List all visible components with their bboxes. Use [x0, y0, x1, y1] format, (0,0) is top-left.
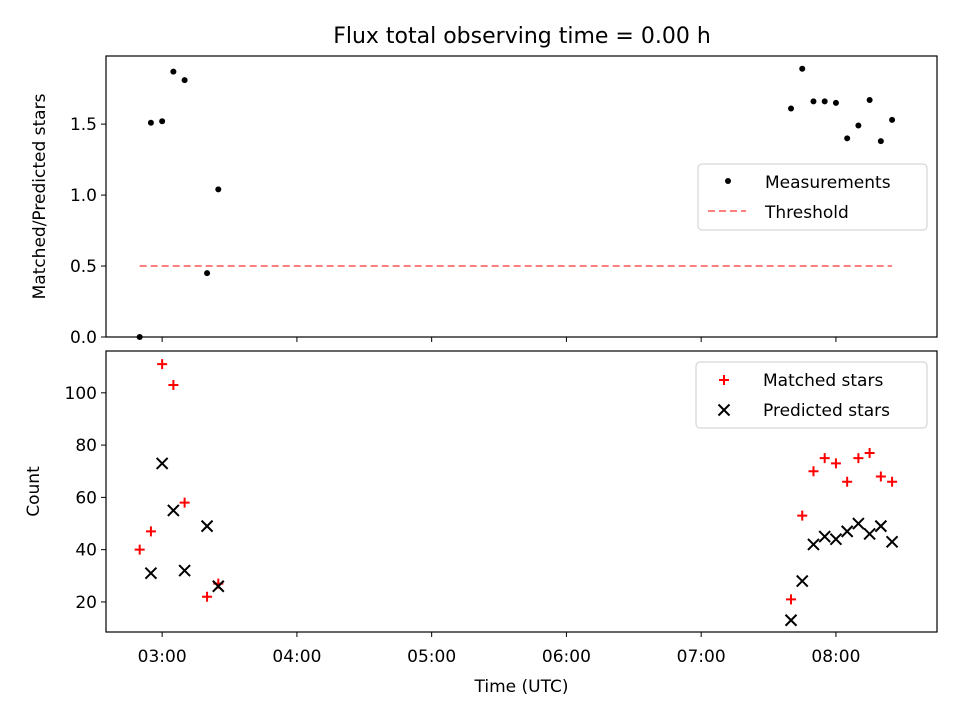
- legend-box: [695, 361, 928, 429]
- predicted-stars-point: [852, 517, 865, 530]
- matched-stars-point: [887, 476, 898, 487]
- matched-stars-point: [830, 458, 841, 469]
- x-axis-label: Time (UTC): [474, 677, 569, 697]
- measurement-point: [147, 119, 154, 126]
- measurement-point: [136, 334, 143, 340]
- matched-stars-point: [179, 497, 190, 508]
- measurement-point: [181, 77, 188, 84]
- matched-stars-point: [145, 526, 156, 537]
- legend-label: Matched stars: [763, 371, 883, 391]
- measurement-point: [799, 65, 806, 72]
- predicted-stars-point: [212, 580, 225, 593]
- matched-stars-point: [819, 453, 830, 464]
- measurement-point: [810, 98, 817, 105]
- measurement-point: [855, 122, 862, 129]
- plot-content: Measurements Threshold Matched stars Predic…: [134, 65, 928, 627]
- matched-stars-point: [842, 476, 853, 487]
- count-panel-frame: [105, 350, 938, 633]
- matched-stars-point: [797, 510, 808, 521]
- matched-stars-point: [875, 471, 886, 482]
- predicted-stars-point: [155, 457, 169, 470]
- measurement-point: [215, 186, 222, 193]
- matched-stars-point: [786, 594, 797, 605]
- y-axis-label: Count: [24, 466, 44, 517]
- y-tick-label: 0.5: [70, 257, 97, 277]
- legend-marker-predicted: [717, 403, 731, 417]
- legend-label: Threshold: [764, 203, 849, 223]
- predicted-stars-point: [796, 574, 809, 588]
- measurement-point: [170, 68, 177, 75]
- predicted-stars-point: [178, 564, 191, 577]
- matched-stars-point: [134, 544, 145, 555]
- predicted-stars-point: [200, 519, 214, 533]
- measurement-point: [788, 105, 795, 112]
- matched-stars-point: [168, 379, 179, 390]
- predicted-stars-point: [807, 538, 820, 551]
- y-tick-label: 60: [75, 488, 97, 508]
- y-tick-label: 20: [75, 593, 97, 613]
- measurement-point: [821, 98, 828, 105]
- legend-label: Predicted stars: [763, 401, 890, 421]
- chart-title: Flux total observing time = 0.00 h: [333, 24, 711, 49]
- y-tick-label: 40: [75, 541, 97, 561]
- measurement-point: [877, 138, 884, 145]
- measurement-point: [832, 99, 839, 106]
- y-tick-label: 100: [65, 384, 97, 404]
- legend-box: [697, 163, 928, 231]
- predicted-stars-point: [829, 532, 843, 546]
- ratio-panel-frame: [105, 55, 938, 338]
- y-tick-label: 80: [75, 436, 97, 456]
- measurement-point: [889, 116, 896, 123]
- legend-marker-matched: [719, 375, 729, 385]
- predicted-stars-point: [874, 519, 888, 533]
- measurement-point: [204, 270, 211, 277]
- axes-frames: 0.0 0.5 1.0 1.5 Matched/Predicted stars 20 40 6…: [24, 55, 938, 697]
- x-tick-label: 04:00: [272, 647, 321, 667]
- measurement-point: [159, 118, 166, 125]
- matched-stars-point: [864, 447, 875, 458]
- y-tick-label: 1.0: [70, 186, 97, 206]
- matched-stars-point: [202, 591, 213, 602]
- y-tick-label: 0.0: [70, 328, 97, 348]
- y-axis-label: Matched/Predicted stars: [30, 93, 50, 299]
- measurement-point: [844, 135, 851, 142]
- predicted-stars-point: [818, 530, 831, 543]
- predicted-stars-point: [863, 527, 876, 541]
- x-tick-label: 03:00: [138, 647, 187, 667]
- legend-label: Measurements: [765, 173, 891, 193]
- predicted-stars-point: [167, 504, 180, 517]
- x-tick-label: 07:00: [677, 647, 726, 667]
- predicted-stars-point: [784, 614, 798, 627]
- x-tick-label: 06:00: [542, 647, 591, 667]
- matched-stars-point: [157, 359, 168, 370]
- measurement-point: [866, 96, 873, 103]
- legend-marker-measurements: [725, 178, 731, 184]
- matched-stars-point: [853, 453, 864, 464]
- predicted-stars-point: [144, 566, 158, 580]
- x-tick-label: 08:00: [811, 647, 860, 667]
- predicted-stars-point: [840, 525, 854, 538]
- x-tick-label: 05:00: [407, 647, 456, 667]
- matched-stars-point: [808, 466, 819, 477]
- y-tick-label: 1.5: [70, 115, 97, 135]
- predicted-stars-point: [885, 535, 899, 549]
